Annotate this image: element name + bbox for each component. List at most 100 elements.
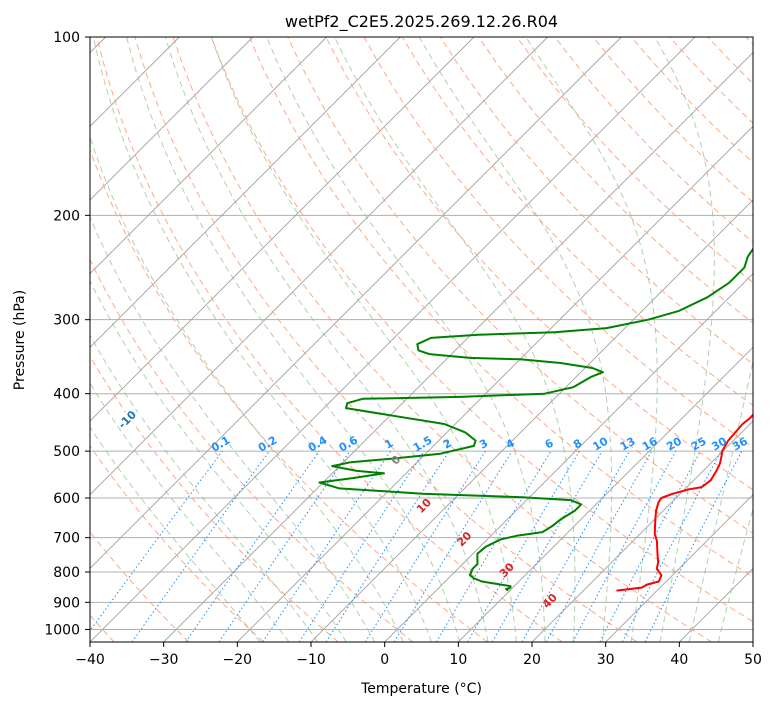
x-axis-label: Temperature (°C) <box>360 681 482 697</box>
mixing-ratio-line <box>435 450 552 642</box>
moist-adiabat-line <box>717 506 753 642</box>
dry-adiabat-line <box>439 37 753 365</box>
plot-frame <box>89 36 754 643</box>
dry-adiabat-line <box>287 37 753 534</box>
dry-adiabat-line <box>90 445 264 642</box>
dry-adiabat-line <box>669 37 753 124</box>
moist-adiabat-line <box>525 37 658 642</box>
dry-adiabat-line <box>325 37 753 491</box>
moist-adiabat-line <box>266 37 546 642</box>
dry-adiabat-line <box>90 258 414 642</box>
dry-adiabat-line <box>745 37 753 45</box>
moist-adiabat-line <box>92 37 432 642</box>
dry-adiabat-line <box>172 37 712 642</box>
x-tick-label: 10 <box>449 652 467 668</box>
dry-adiabat-line <box>90 355 339 642</box>
moist-adiabat-line <box>90 382 290 642</box>
mixing-ratio-line <box>262 450 392 642</box>
mixing-ratio-line <box>521 450 630 642</box>
mixing-ratio-line <box>325 450 450 642</box>
isotherm-line <box>384 273 753 642</box>
moist-adiabat-line <box>654 37 715 642</box>
temperature-profile-line <box>616 413 753 592</box>
y-tick-label: 300 <box>53 313 80 329</box>
y-tick-label: 200 <box>53 208 80 224</box>
isotherm-line <box>237 125 753 642</box>
y-tick-label: 900 <box>53 595 80 611</box>
dry-adiabat-line <box>90 148 488 642</box>
background-grid <box>90 37 753 642</box>
y-axis-label: Pressure (hPa) <box>12 290 28 390</box>
mixing-ratio-line <box>599 450 701 642</box>
x-tick-label: 40 <box>670 652 688 668</box>
mixing-ratio-line <box>131 450 270 642</box>
x-tick-label: 50 <box>744 652 762 668</box>
isotherm-line <box>90 37 401 348</box>
moist-adiabat-line <box>90 334 319 642</box>
y-tick-label: 500 <box>53 444 80 460</box>
mixing-ratio-line <box>644 450 743 642</box>
dry-adiabat-line <box>249 37 753 578</box>
mixing-ratio-line <box>185 450 320 642</box>
moist-adiabat-line <box>90 135 404 642</box>
axes: −40 −30 −20 −10 0 10 20 30 40 5010009008007006005… <box>44 30 762 668</box>
isotherm-line <box>679 567 753 642</box>
moist-adiabat-label: 20 <box>454 529 474 549</box>
isotherm-line <box>90 37 622 569</box>
mixing-ratio-line <box>545 450 653 642</box>
isotherm-line <box>531 420 753 642</box>
x-tick-label: −30 <box>149 652 179 668</box>
isotherm-line <box>752 641 753 642</box>
isotherm-line <box>90 37 548 496</box>
isotherm-line <box>90 37 696 642</box>
mixing-ratio-label: 2 <box>441 437 454 452</box>
mixing-ratio-label: 6 <box>543 436 556 451</box>
dry-adiabat-line <box>96 37 563 642</box>
dry-label-bg <box>117 412 142 426</box>
dewpoint-profile-line <box>318 247 753 592</box>
moist-adiabat-line <box>164 37 489 642</box>
dry-adiabat-line <box>516 37 753 284</box>
isotherm-line <box>90 37 254 201</box>
dry-adiabat-line <box>592 37 753 203</box>
x-tick-label: −40 <box>75 652 105 668</box>
isotherm-line <box>605 494 753 642</box>
dry-adiabat-line <box>210 37 753 623</box>
y-tick-label: 700 <box>53 531 80 547</box>
dry-adiabat-line <box>478 37 753 324</box>
x-tick-label: 30 <box>597 652 615 668</box>
dry-adiabat-line <box>90 531 190 642</box>
moist-adiabat-label: 40 <box>540 591 560 611</box>
isotherm-line <box>458 346 753 642</box>
moist-adiabat-label: 10 <box>414 496 434 516</box>
y-tick-label: 600 <box>53 491 80 507</box>
mixing-ratio-line <box>90 450 223 632</box>
moist-adiabat-label: 0 <box>389 453 404 468</box>
chart-title: wetPf2_C2E5.2025.269.12.26.R04 <box>285 12 558 32</box>
moist-adiabat-line <box>126 37 461 642</box>
mixing-ratio-label: 3 <box>477 437 490 452</box>
isotherm-line <box>163 52 753 642</box>
moist-adiabat-line <box>334 37 576 642</box>
mixing-ratio-line <box>298 450 425 642</box>
moist-adiabat-line <box>688 358 753 642</box>
x-tick-label: −10 <box>296 652 326 668</box>
isotherm-line <box>90 37 475 422</box>
profile-lines <box>318 247 753 592</box>
isotherm-line <box>310 199 753 642</box>
y-tick-label: 800 <box>53 565 80 581</box>
isotherm-line <box>90 37 327 275</box>
mixing-ratio-line <box>393 450 513 642</box>
moist-adiabat-label: 30 <box>497 560 517 580</box>
moist-adiabat-line <box>90 426 261 642</box>
moist-adiabat-line <box>210 37 517 642</box>
y-tick-label: 400 <box>53 387 80 403</box>
y-tick-label: 100 <box>53 30 80 46</box>
moist-adiabat-line <box>418 37 613 642</box>
y-tick-label: 1000 <box>44 622 80 638</box>
x-tick-label: 20 <box>523 652 541 668</box>
x-tick-label: 0 <box>380 652 389 668</box>
mixing-ratio-line <box>218 450 351 642</box>
x-tick-label: −20 <box>223 652 253 668</box>
